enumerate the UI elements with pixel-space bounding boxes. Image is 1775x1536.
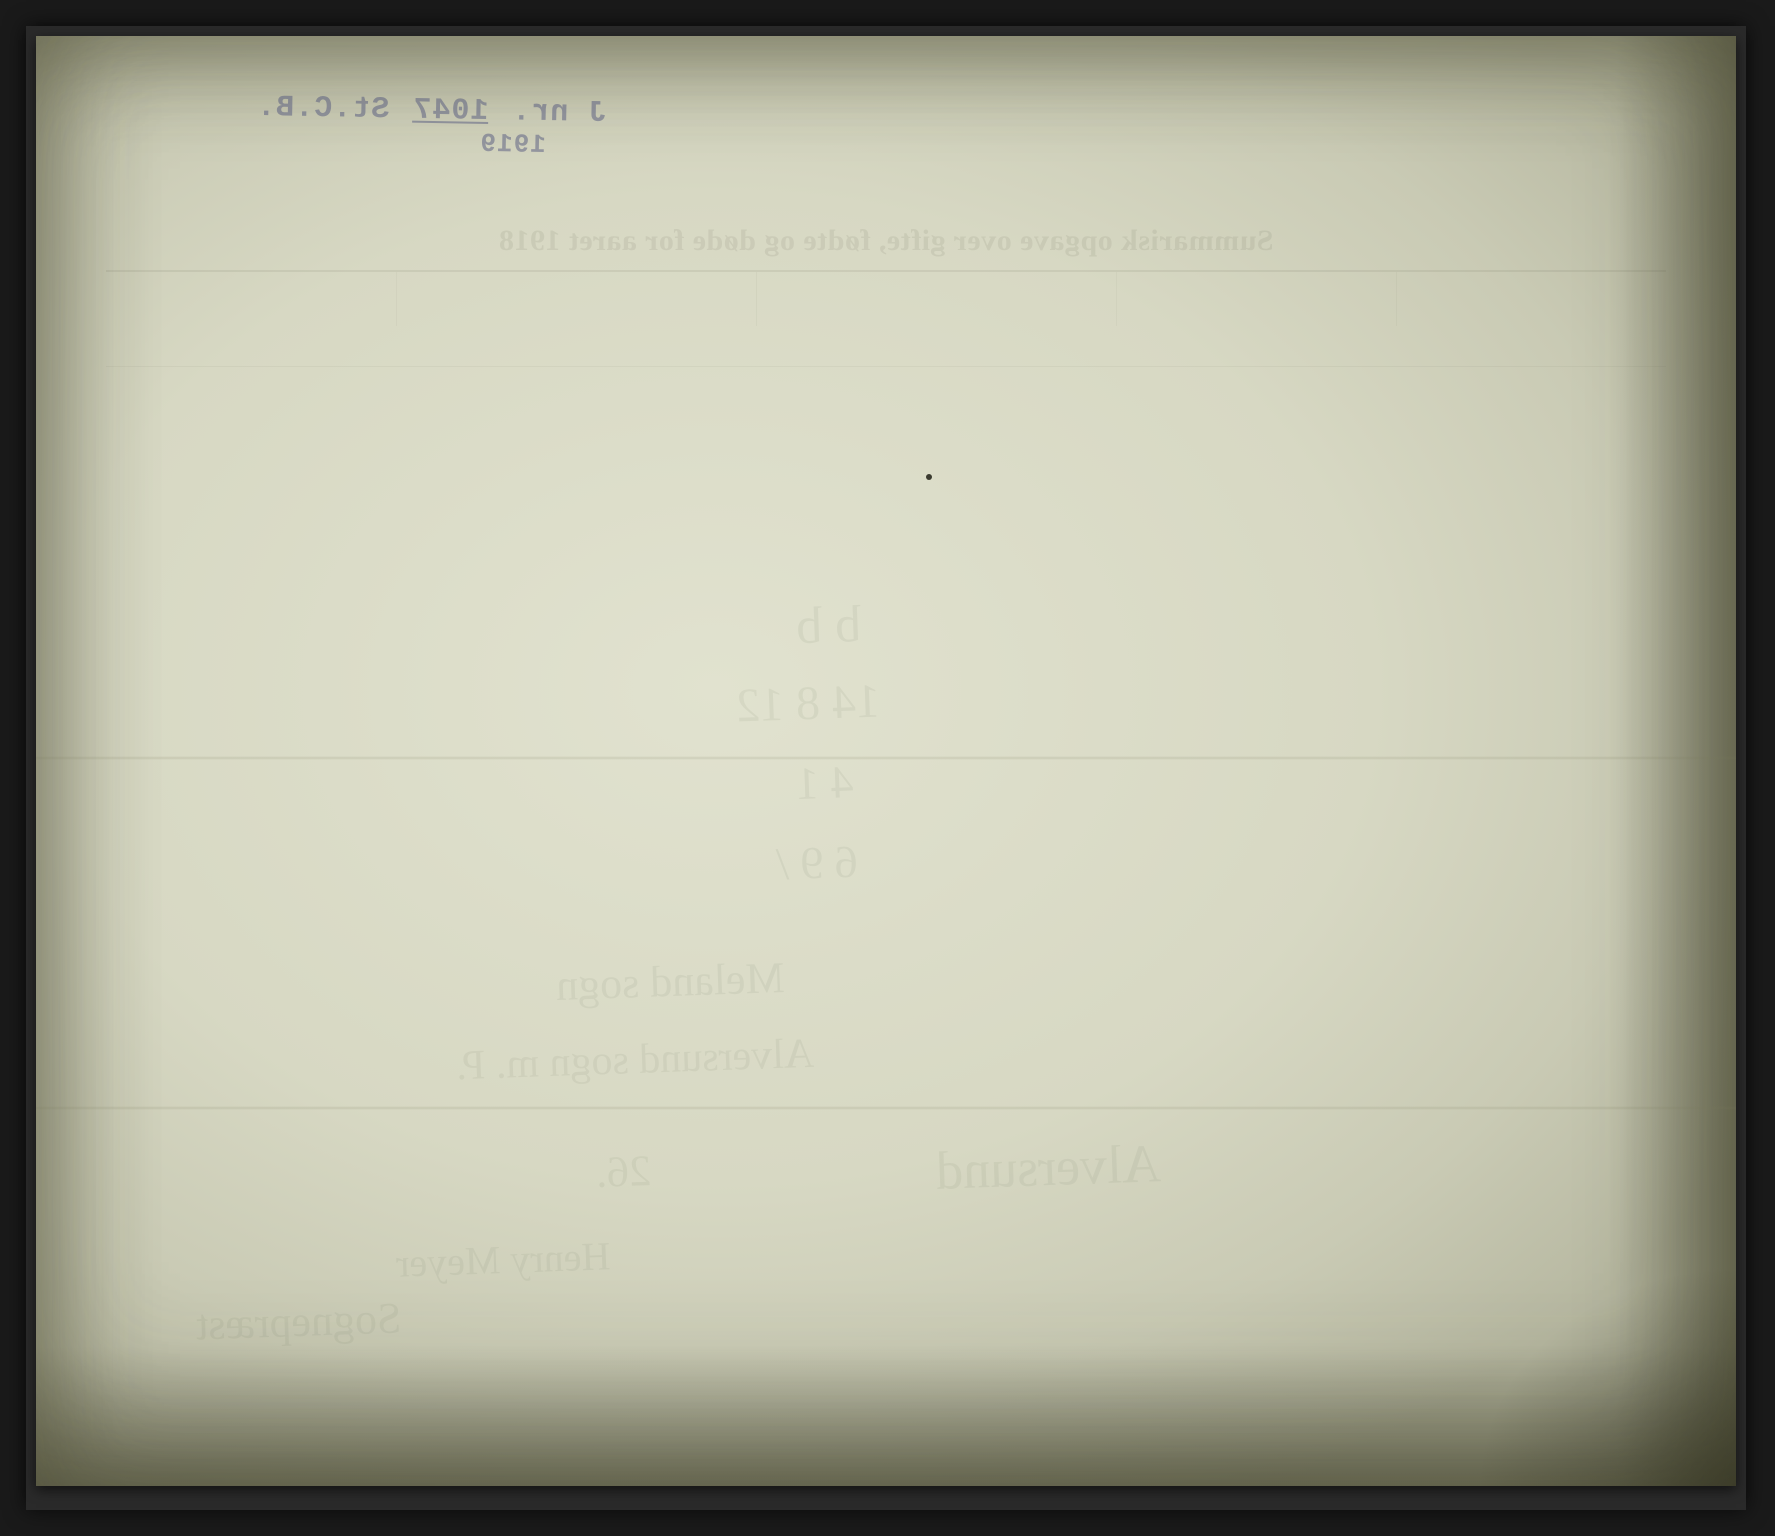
stamp-year: 1919 bbox=[255, 126, 546, 158]
paper-fold-crease bbox=[36, 1106, 1736, 1110]
bleed-handwriting: 26. bbox=[595, 1145, 652, 1198]
bleed-column-rule bbox=[1396, 272, 1397, 326]
bleed-handwriting: Henry Meyer bbox=[395, 1232, 611, 1286]
stamp-suffix: St.C.B. bbox=[256, 91, 390, 127]
paper-corner-shadow bbox=[1476, 1266, 1736, 1486]
bleed-column-rule bbox=[396, 272, 397, 326]
bleed-handwriting: 14 8 12 bbox=[735, 674, 881, 734]
registry-stamp: J nr. 1047 St.C.B. 1919 bbox=[255, 93, 606, 160]
bleed-rule bbox=[106, 270, 1666, 272]
bleed-rule bbox=[106, 366, 1666, 367]
stamp-line-1: J nr. 1047 St.C.B. bbox=[256, 93, 607, 131]
bleed-handwriting: 6 9 / bbox=[775, 835, 859, 891]
stamp-prefix: J nr. bbox=[511, 95, 607, 131]
scan-frame: J nr. 1047 St.C.B. 1919 Summarisk opgave… bbox=[26, 26, 1746, 1510]
paper-speck bbox=[926, 474, 932, 480]
stamp-number: 1047 bbox=[408, 94, 493, 129]
bleed-column-rule bbox=[1116, 272, 1117, 326]
bleed-handwriting: b b bbox=[795, 595, 862, 656]
bleed-heading: Summarisk opgave over gifte, fødte og dø… bbox=[36, 224, 1736, 258]
bleed-handwriting: 4 1 bbox=[795, 755, 854, 810]
bleed-handwriting: Alversund sogn m. P. bbox=[455, 1030, 815, 1090]
document-paper: J nr. 1047 St.C.B. 1919 Summarisk opgave… bbox=[36, 36, 1736, 1486]
paper-fold-crease bbox=[36, 756, 1736, 760]
bleed-column-rule bbox=[756, 272, 757, 326]
bleed-handwriting: Meland sogn bbox=[555, 952, 785, 1011]
bleed-handwriting: Alversund bbox=[935, 1132, 1162, 1202]
bleed-handwriting: Sognepræst bbox=[195, 1292, 402, 1350]
